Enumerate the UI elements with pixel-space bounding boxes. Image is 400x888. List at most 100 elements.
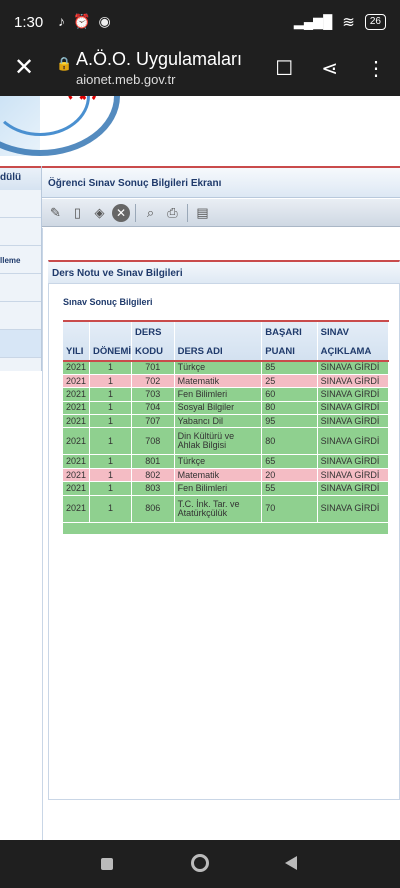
cell-yili: 2021 bbox=[63, 401, 91, 416]
cancel-icon[interactable]: ✕ bbox=[112, 203, 130, 222]
signal-icon: ▂▄▆█ bbox=[293, 14, 333, 29]
cell-basari-puani: 95 bbox=[261, 414, 318, 429]
status-bar: 1:30 ♪ ⏰ ◉ ▂▄▆█ ≋ 26 bbox=[0, 0, 400, 46]
cell-ders-adi: Yabancı Dil bbox=[174, 414, 263, 429]
edit-icon[interactable]: ✎ bbox=[50, 204, 61, 220]
main-title: Öğrenci Sınav Sonuç Bilgileri Ekranı bbox=[48, 178, 222, 189]
cell-donemi: 1 bbox=[89, 468, 133, 483]
sidebar-item[interactable] bbox=[0, 190, 41, 218]
col-header-basari-puani: BAŞARI PUANI bbox=[261, 320, 318, 362]
table-row: 2021 1 701 Türkçe 85 SINAVA GİRDİ bbox=[63, 361, 390, 375]
system-nav-bar bbox=[0, 840, 400, 888]
table-row: 2021 1 802 Matematik 20 SINAVA GİRDİ bbox=[63, 468, 390, 483]
cell-ders-adi: Türkçe bbox=[174, 361, 263, 375]
sidebar-item[interactable] bbox=[0, 302, 41, 330]
toolbar-separator bbox=[187, 203, 188, 222]
cell-basari-puani: 65 bbox=[261, 454, 318, 469]
table-row: 2021 1 708 Din Kültürü ve Ahlak Bilgisi 80 SI… bbox=[63, 427, 390, 456]
sidebar-item[interactable]: lleme bbox=[0, 246, 41, 274]
table-row: 2021 1 803 Fen Bilimleri 55 SINAVA GİRDİ bbox=[63, 481, 390, 496]
sidebar-item[interactable] bbox=[0, 274, 41, 302]
col-header-ders-kodu: DERS KODU bbox=[131, 320, 175, 362]
cell-sinav-aciklama: SINAVA GİRDİ bbox=[317, 454, 390, 469]
status-system-icons: ▂▄▆█ ≋ 26 bbox=[294, 13, 386, 31]
cell-ders-kodu: 703 bbox=[131, 387, 175, 402]
cell-donemi: 1 bbox=[89, 361, 133, 375]
print-icon[interactable]: ⎙ bbox=[167, 204, 178, 220]
browser-actions: ☐ ⋖ ⋮ bbox=[275, 56, 386, 81]
results-table: YILI DÖNEMİ DERS KODU DERS ADI BAŞARI PUAN… bbox=[63, 320, 390, 535]
cell-ders-adi: Matematik bbox=[174, 374, 263, 389]
page-title[interactable]: A.Ö.O. Uygulamaları bbox=[76, 49, 243, 69]
share-icon[interactable]: ⋖ bbox=[321, 58, 338, 80]
table-row: 2021 1 703 Fen Bilimleri 60 SINAVA GİRDİ bbox=[63, 387, 390, 402]
sidebar-item[interactable] bbox=[0, 218, 41, 246]
cell-yili: 2021 bbox=[63, 414, 91, 429]
cell-ders-adi: Fen Bilimleri bbox=[174, 481, 263, 496]
cell-ders-adi: Türkçe bbox=[174, 454, 263, 469]
sidebar-heading: dülü bbox=[0, 166, 41, 190]
cell-basari-puani: 85 bbox=[261, 361, 318, 375]
content-frame bbox=[42, 228, 400, 840]
search-icon[interactable]: ⌕ bbox=[146, 204, 155, 220]
toolbar-separator bbox=[135, 203, 136, 222]
cell-ders-adi: Matematik bbox=[174, 468, 263, 483]
more-menu-icon[interactable]: ⋮ bbox=[366, 58, 386, 80]
cell-ders-kodu: 707 bbox=[131, 414, 175, 429]
cell-ders-adi: Din Kültürü ve Ahlak Bilgisi bbox=[174, 427, 263, 456]
cell-ders-kodu: 806 bbox=[131, 495, 175, 523]
cell-yili: 2021 bbox=[63, 468, 91, 483]
section-header: Ders Notu ve Sınav Bilgileri bbox=[48, 262, 400, 284]
cell-ders-kodu: 702 bbox=[131, 374, 175, 389]
page-url[interactable]: aionet.meb.gov.tr bbox=[76, 72, 176, 87]
status-notification-icons: ♪ ⏰ ◉ bbox=[58, 13, 111, 30]
cell-sinav-aciklama: SINAVA GİRDİ bbox=[317, 387, 390, 402]
erase-icon[interactable]: ◈ bbox=[94, 204, 105, 220]
copy-icon[interactable]: ▯ bbox=[73, 204, 82, 220]
battery-icon: 26 bbox=[364, 14, 386, 30]
table-header-row: YILI DÖNEMİ DERS KODU DERS ADI BAŞARI PUAN… bbox=[63, 320, 390, 362]
sidebar-item-active[interactable] bbox=[0, 330, 41, 358]
cell-sinav-aciklama: SINAVA GİRDİ bbox=[317, 427, 390, 456]
lock-icon[interactable]: 🔒 bbox=[56, 56, 73, 71]
home-button[interactable] bbox=[191, 854, 209, 872]
cell-yili: 2021 bbox=[63, 387, 91, 402]
cell-basari-puani: 20 bbox=[261, 468, 318, 483]
cell-ders-adi: Fen Bilimleri bbox=[174, 387, 263, 402]
cell-sinav-aciklama: SINAVA GİRDİ bbox=[317, 481, 390, 496]
cell-ders-adi: Sosyal Bilgiler bbox=[174, 401, 263, 416]
cell-basari-puani: 80 bbox=[261, 427, 318, 456]
table-row: 2021 1 704 Sosyal Bilgiler 80 SINAVA GİRDİ bbox=[63, 401, 390, 416]
toolbar: ✎ ▯ ◈ ✕ ⌕ ⎙ ▤ bbox=[42, 199, 400, 227]
table-row: 2021 1 806 T.C. İnk. Tar. ve Atatürkçülük 70… bbox=[63, 495, 390, 523]
cell-donemi: 1 bbox=[89, 481, 133, 496]
wifi-icon: ≋ bbox=[342, 14, 355, 31]
close-icon[interactable]: ✕ bbox=[14, 54, 35, 81]
results-subtitle: Sınav Sonuç Bilgileri bbox=[63, 297, 153, 307]
recents-button[interactable] bbox=[101, 858, 113, 870]
cell-yili: 2021 bbox=[63, 495, 91, 523]
cell-ders-kodu: 704 bbox=[131, 401, 175, 416]
col-header-ders-adi: DERS ADI bbox=[174, 320, 263, 362]
cell-sinav-aciklama: SINAVA GİRDİ bbox=[317, 374, 390, 389]
cell-ders-kodu: 708 bbox=[131, 427, 175, 456]
cell-basari-puani: 70 bbox=[261, 495, 318, 523]
cell-donemi: 1 bbox=[89, 401, 133, 416]
cell-donemi: 1 bbox=[89, 495, 133, 523]
cell-ders-adi: T.C. İnk. Tar. ve Atatürkçülük bbox=[174, 495, 263, 523]
browser-bar: ✕ 🔒 A.Ö.O. Uygulamaları aionet.meb.gov.t… bbox=[0, 46, 400, 96]
header-banner bbox=[0, 96, 400, 166]
cell-yili: 2021 bbox=[63, 361, 91, 375]
left-sidebar: dülü lleme bbox=[0, 166, 42, 371]
cell-donemi: 1 bbox=[89, 414, 133, 429]
banner-logo-red-mark-2 bbox=[82, 96, 96, 102]
table-footer bbox=[63, 522, 389, 535]
export-icon[interactable]: ▤ bbox=[196, 204, 209, 220]
cell-basari-puani: 60 bbox=[261, 387, 318, 402]
col-header-sinav-aciklama: SINAV AÇIKLAMA bbox=[317, 320, 390, 362]
alarm-icon: ⏰ bbox=[73, 13, 91, 29]
cell-ders-kodu: 801 bbox=[131, 454, 175, 469]
back-button[interactable] bbox=[285, 856, 297, 870]
cell-basari-puani: 80 bbox=[261, 401, 318, 416]
bookmark-icon[interactable]: ☐ bbox=[275, 58, 294, 80]
